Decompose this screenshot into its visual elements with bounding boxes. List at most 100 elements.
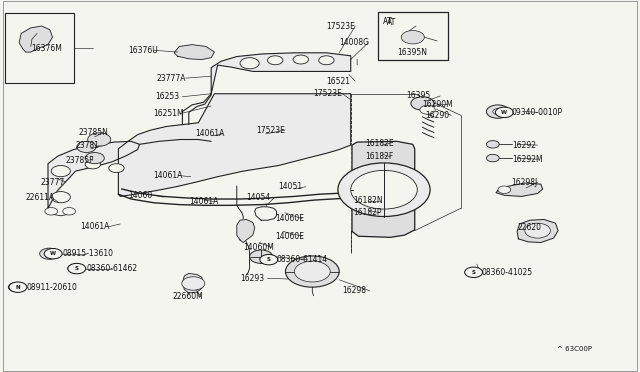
Text: 16182F: 16182F <box>365 153 393 161</box>
Circle shape <box>109 164 124 173</box>
Text: 08360-61462: 08360-61462 <box>86 264 138 273</box>
Text: 14061A: 14061A <box>195 129 225 138</box>
Circle shape <box>465 267 483 278</box>
Text: 14061A: 14061A <box>80 222 109 231</box>
Circle shape <box>294 261 330 282</box>
Circle shape <box>45 251 54 256</box>
Text: 16395N: 16395N <box>397 48 427 57</box>
Polygon shape <box>182 273 204 293</box>
Circle shape <box>285 256 339 287</box>
Circle shape <box>8 283 24 292</box>
Text: 14060M: 14060M <box>243 243 274 252</box>
Circle shape <box>68 264 83 273</box>
Text: 22620: 22620 <box>517 223 541 232</box>
Text: 16521: 16521 <box>326 77 351 86</box>
Text: 09340-0010P: 09340-0010P <box>512 108 563 117</box>
Circle shape <box>486 154 499 162</box>
Circle shape <box>77 141 96 153</box>
Circle shape <box>45 208 58 215</box>
Text: 16376U: 16376U <box>128 46 157 55</box>
Text: 23785F: 23785F <box>66 156 95 165</box>
Text: 14054: 14054 <box>246 193 271 202</box>
Circle shape <box>495 107 513 118</box>
Polygon shape <box>352 141 415 237</box>
Circle shape <box>260 254 278 265</box>
Text: 08360-41025: 08360-41025 <box>481 268 532 277</box>
Text: N: N <box>15 285 20 290</box>
Circle shape <box>401 31 424 44</box>
Polygon shape <box>517 219 558 243</box>
Text: W: W <box>50 251 56 256</box>
Text: AT: AT <box>387 18 396 27</box>
Text: 14060: 14060 <box>128 191 152 200</box>
Text: 23777A: 23777A <box>157 74 186 83</box>
Text: 16290: 16290 <box>426 111 450 120</box>
Circle shape <box>486 105 509 118</box>
Text: 23777: 23777 <box>40 178 65 187</box>
Circle shape <box>68 263 86 274</box>
Circle shape <box>498 186 511 193</box>
Circle shape <box>88 133 111 146</box>
Text: 14008G: 14008G <box>339 38 369 47</box>
Text: 16251M: 16251M <box>154 109 184 118</box>
Text: 08360-61414: 08360-61414 <box>276 255 328 264</box>
Text: S: S <box>267 257 271 262</box>
Circle shape <box>51 166 70 177</box>
Circle shape <box>293 55 308 64</box>
Bar <box>378 12 448 60</box>
Circle shape <box>63 208 76 215</box>
Circle shape <box>250 250 273 263</box>
Text: S: S <box>75 266 79 271</box>
Circle shape <box>338 163 430 217</box>
Circle shape <box>240 58 259 69</box>
Text: 16182E: 16182E <box>365 139 394 148</box>
Text: ^ 63C00P: ^ 63C00P <box>557 346 592 352</box>
Text: 14060E: 14060E <box>275 232 304 241</box>
Text: 14060E: 14060E <box>275 214 304 223</box>
Text: 22660M: 22660M <box>173 292 204 301</box>
Circle shape <box>493 109 503 115</box>
Text: AT: AT <box>383 17 393 26</box>
Circle shape <box>351 170 417 209</box>
Text: 08915-13610: 08915-13610 <box>63 249 114 258</box>
Circle shape <box>525 223 550 238</box>
Text: 16182N: 16182N <box>353 196 383 205</box>
Text: 16395: 16395 <box>406 92 431 100</box>
Circle shape <box>51 192 70 203</box>
Text: 14061A: 14061A <box>189 197 218 206</box>
Circle shape <box>44 248 62 259</box>
Circle shape <box>411 97 434 110</box>
Circle shape <box>486 141 499 148</box>
Circle shape <box>319 56 334 65</box>
Circle shape <box>40 248 59 259</box>
Text: 17523E: 17523E <box>326 22 355 31</box>
Text: 17523E: 17523E <box>314 89 342 98</box>
Text: 16292: 16292 <box>512 141 536 150</box>
Text: 16298: 16298 <box>342 286 367 295</box>
Text: 08911-20610: 08911-20610 <box>27 283 77 292</box>
Polygon shape <box>174 45 214 60</box>
Polygon shape <box>211 53 351 94</box>
Polygon shape <box>118 94 351 196</box>
Text: 23781: 23781 <box>76 141 100 150</box>
Text: W: W <box>501 110 508 115</box>
Circle shape <box>182 277 205 290</box>
Circle shape <box>85 153 104 164</box>
Text: 14051: 14051 <box>278 182 303 191</box>
Text: 16290M: 16290M <box>422 100 453 109</box>
Text: 17523E: 17523E <box>256 126 285 135</box>
Circle shape <box>85 160 100 169</box>
Circle shape <box>268 56 283 65</box>
Text: 16253: 16253 <box>155 92 179 101</box>
Text: 23785N: 23785N <box>78 128 108 137</box>
Text: S: S <box>472 270 476 275</box>
Text: 16292M: 16292M <box>512 155 543 164</box>
Polygon shape <box>237 219 255 243</box>
Polygon shape <box>19 26 52 52</box>
Text: 16376M: 16376M <box>31 44 61 53</box>
Circle shape <box>420 105 435 114</box>
Text: 16182P: 16182P <box>353 208 382 217</box>
Text: 16298J: 16298J <box>511 178 537 187</box>
Bar <box>5 13 74 83</box>
Text: 22611A: 22611A <box>26 193 55 202</box>
